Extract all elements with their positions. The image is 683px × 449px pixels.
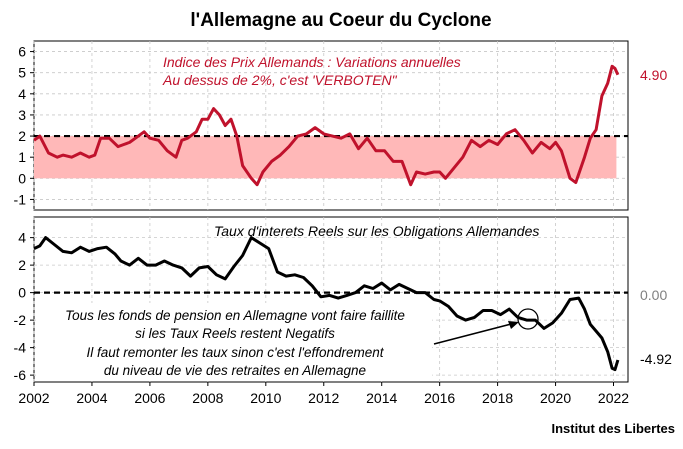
- pension-note-line3: Il faut remonter les taux sinon c'est l'…: [86, 345, 384, 360]
- x-tick-label: 2006: [134, 390, 165, 406]
- inflation-panel: -1 0 1 2 3 4 5 6 Indice des Prix Allemands : Va…: [14, 40, 667, 211]
- x-tick-label: 2022: [598, 390, 629, 406]
- x-tick-label: 2008: [192, 390, 223, 406]
- pension-note-line4: du niveau de vie des retraites en Allema…: [104, 363, 366, 378]
- y-tick-label: 1: [18, 149, 26, 165]
- x-axis-year-ticks: 2002 2004 2006 2008 2010 2012 2014 2016 2018 2020…: [18, 382, 629, 406]
- y-tick-label: 6: [18, 44, 26, 60]
- y-tick-label: 5: [18, 65, 26, 81]
- y-tick-label: 3: [18, 107, 26, 123]
- source-label: Institut des Libertes: [551, 421, 675, 436]
- x-tick-label: 2002: [18, 390, 49, 406]
- inflation-end-value-label: 4.90: [640, 67, 667, 83]
- real-rate-plot-frame: [33, 216, 629, 383]
- pension-note-box: [36, 303, 432, 381]
- x-tick-label: 2018: [482, 390, 513, 406]
- x-tick-label: 2020: [540, 390, 571, 406]
- y-tick-label: 0: [18, 285, 26, 301]
- pension-note-line2: si les Taux Reels restent Negatifs: [135, 326, 335, 341]
- x-tick-label: 2010: [250, 390, 281, 406]
- x-tick-label: 2014: [366, 390, 397, 406]
- real-rate-series-line: [33, 236, 620, 372]
- real-rate-end-value-label: -4.92: [640, 351, 672, 367]
- y-tick-label: -6: [14, 367, 27, 383]
- x-tick-label: 2016: [424, 390, 455, 406]
- y-tick-label: 0: [18, 170, 26, 186]
- inflation-target-band: [34, 136, 617, 179]
- y-tick-label: 2: [18, 257, 26, 273]
- y-tick-label: 2: [18, 128, 26, 144]
- real-rate-annotation: Taux d'interets Reels sur les Obligation…: [214, 223, 539, 239]
- inflation-annotation-line2: Au dessus de 2%, c'est 'VERBOTEN": [162, 72, 398, 88]
- y-tick-label: -4: [14, 340, 27, 356]
- inflation-y-axis-ticks: -1 0 1 2 3 4 5 6: [14, 44, 34, 207]
- y-tick-label: -1: [14, 191, 27, 207]
- inflation-annotation-line1: Indice des Prix Allemands : Variations a…: [163, 54, 461, 70]
- x-tick-label: 2004: [76, 390, 107, 406]
- note-arrowhead: [508, 321, 519, 329]
- pension-note-line1: Tous les fonds de pension en Allemagne v…: [65, 308, 405, 323]
- y-tick-label: 4: [18, 86, 26, 102]
- real-rate-y-axis-ticks: -6 -4 -2 0 2 4: [14, 230, 34, 383]
- highlight-circle: [517, 308, 539, 330]
- chart-title: l'Allemagne au Coeur du Cyclone: [190, 10, 491, 31]
- note-arrow-shaft: [433, 322, 516, 345]
- y-tick-label: 4: [18, 230, 26, 246]
- x-tick-label: 2012: [308, 390, 339, 406]
- zero-end-value-label: 0.00: [640, 287, 667, 303]
- inflation-series-line: [33, 64, 620, 187]
- y-tick-label: -2: [14, 312, 27, 328]
